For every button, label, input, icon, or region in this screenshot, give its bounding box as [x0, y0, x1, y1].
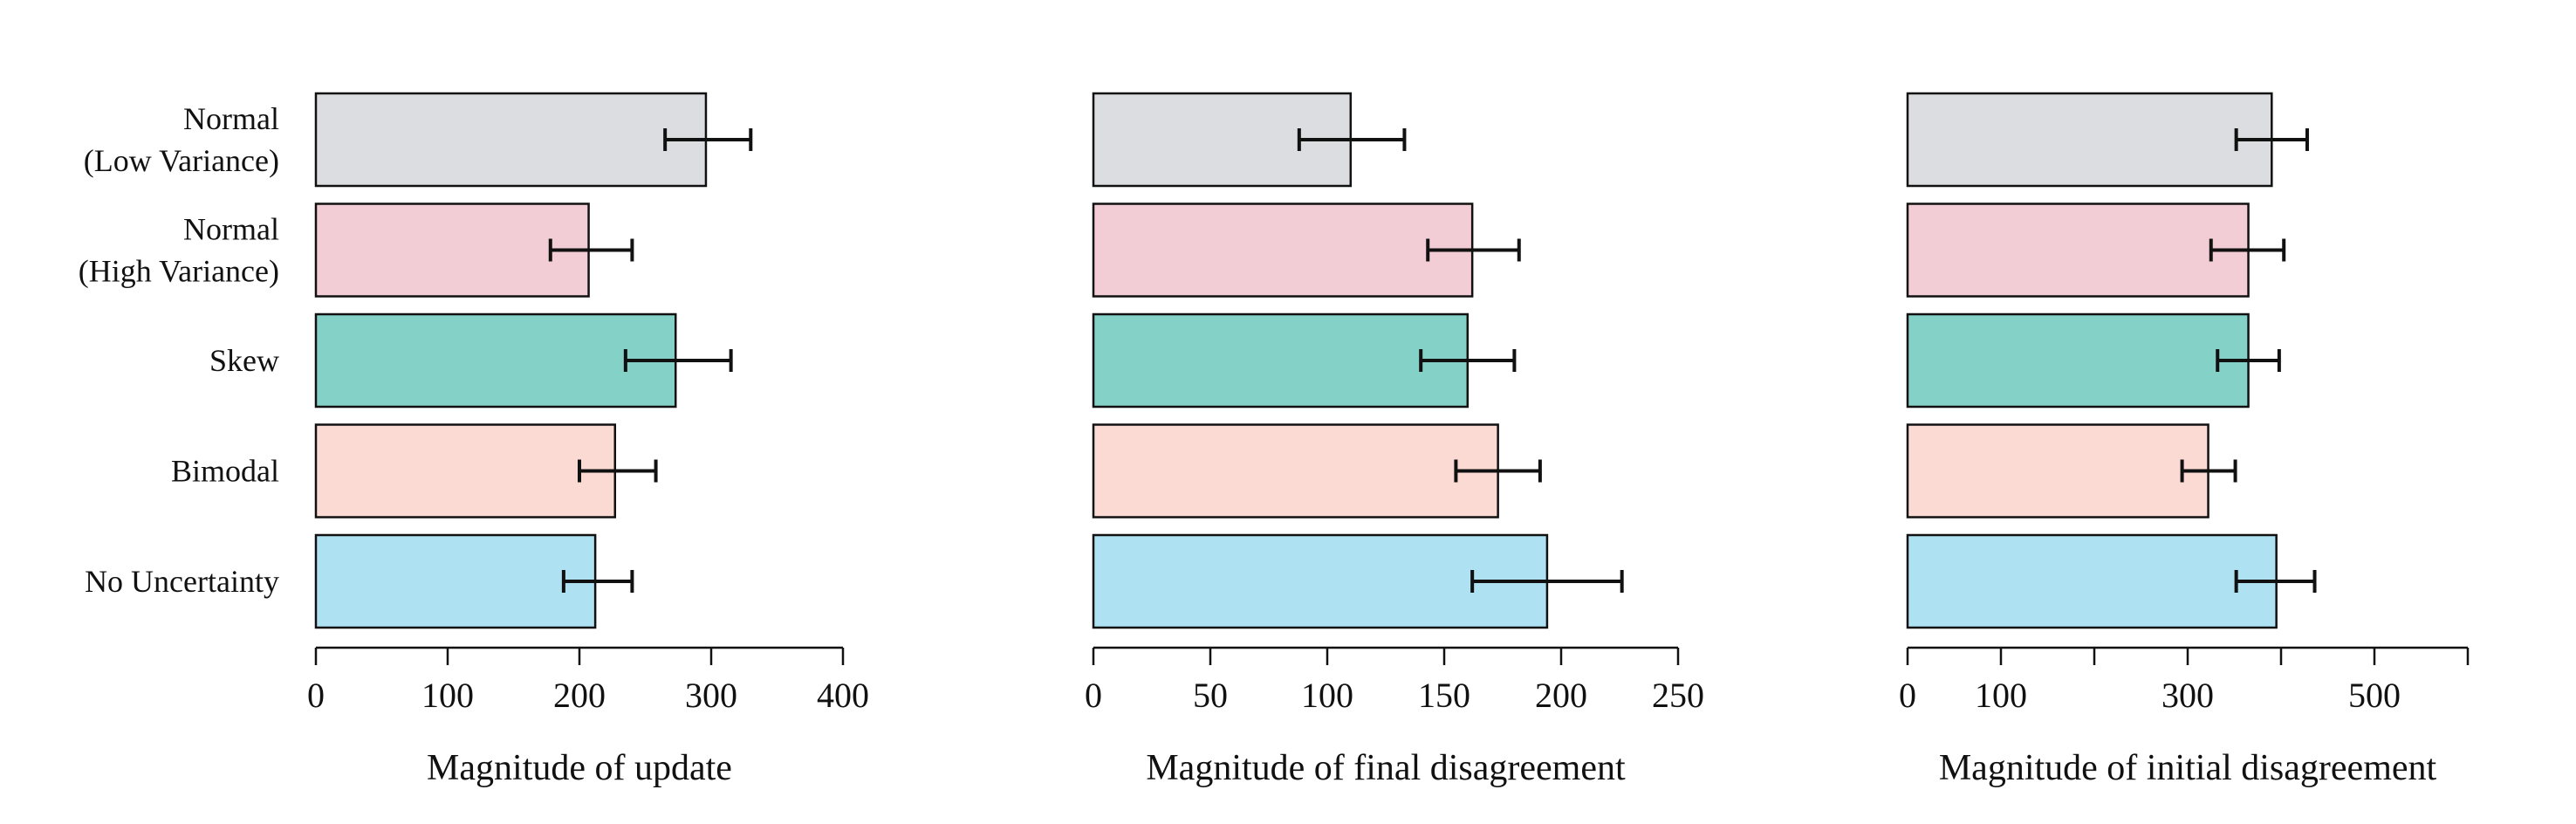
bar-1-1 [314, 92, 708, 188]
x-tick-label-2-6: 250 [1652, 676, 1704, 715]
x-tick-label-2-5: 200 [1535, 676, 1587, 715]
bar-3-3 [1906, 312, 2250, 409]
x-tick-label-1-4: 300 [685, 676, 737, 715]
category-label-2: Normal (High Variance) [79, 212, 279, 289]
x-axis-title-3: Magnitude of initial disagreement [1939, 748, 2437, 788]
x-tick-label-2-3: 100 [1301, 676, 1353, 715]
category-label-5: No Uncertainty [85, 564, 279, 599]
x-tick-label-1-1: 0 [307, 676, 325, 715]
x-axis-title-2: Magnitude of final disagreement [1146, 748, 1626, 788]
x-tick-label-2-2: 50 [1193, 676, 1228, 715]
bar-3-5 [1906, 533, 2278, 629]
bar-2-3 [1092, 312, 1470, 409]
x-tick-label-2-4: 150 [1418, 676, 1470, 715]
x-tick-label-3-6: 500 [2348, 676, 2401, 715]
bar-3-2 [1906, 203, 2250, 298]
category-label-3: Skew [209, 343, 279, 378]
bar-2-4 [1092, 423, 1499, 518]
x-tick-label-3-4: 300 [2162, 676, 2214, 715]
bar-1-5 [314, 533, 597, 629]
bar-1-2 [314, 203, 590, 298]
x-tick-label-3-1: 0 [1899, 676, 1916, 715]
category-label-1: Normal (Low Variance) [84, 101, 279, 178]
x-axis-title-1: Magnitude of update [427, 748, 732, 788]
x-tick-label-1-3: 200 [553, 676, 606, 715]
bar-1-3 [314, 312, 677, 409]
x-tick-label-2-1: 0 [1085, 676, 1102, 715]
bar-2-2 [1092, 203, 1474, 298]
bar-3-1 [1906, 92, 2273, 188]
bar-3-4 [1906, 423, 2209, 518]
category-label-4: Bimodal [171, 454, 279, 489]
x-tick-label-1-2: 100 [421, 676, 474, 715]
bar-1-4 [314, 423, 617, 518]
x-tick-label-3-2: 100 [1975, 676, 2027, 715]
x-tick-label-1-5: 400 [817, 676, 869, 715]
